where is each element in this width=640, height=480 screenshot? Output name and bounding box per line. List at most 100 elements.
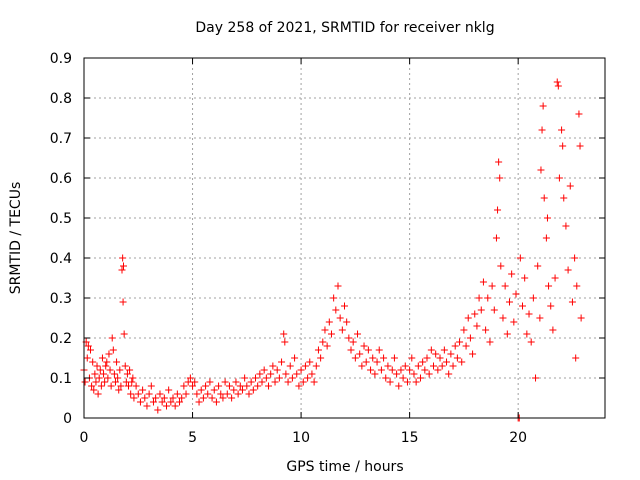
data-point bbox=[113, 358, 121, 366]
data-point bbox=[576, 142, 584, 150]
data-point bbox=[395, 382, 403, 390]
data-point bbox=[134, 390, 142, 398]
data-point bbox=[143, 402, 151, 410]
data-point bbox=[92, 378, 100, 386]
data-point bbox=[98, 354, 106, 362]
data-point bbox=[195, 398, 203, 406]
data-point bbox=[105, 350, 113, 358]
data-point bbox=[332, 306, 340, 314]
plot-frame bbox=[83, 57, 606, 419]
data-point bbox=[386, 378, 394, 386]
y-tick-label: 0.8 bbox=[50, 91, 72, 107]
data-point bbox=[238, 386, 246, 394]
data-point bbox=[184, 378, 192, 386]
data-point bbox=[178, 394, 186, 402]
data-point bbox=[234, 390, 242, 398]
data-point bbox=[301, 362, 309, 370]
data-point bbox=[519, 302, 527, 310]
data-point bbox=[360, 342, 368, 350]
data-point bbox=[136, 398, 144, 406]
data-point bbox=[141, 394, 149, 402]
data-point bbox=[547, 302, 555, 310]
data-point bbox=[453, 354, 461, 362]
data-point bbox=[118, 266, 126, 274]
data-point bbox=[152, 394, 160, 402]
data-point bbox=[101, 378, 109, 386]
data-point bbox=[380, 354, 388, 362]
data-point bbox=[545, 282, 553, 290]
data-point bbox=[336, 314, 344, 322]
data-point bbox=[109, 346, 117, 354]
data-point bbox=[286, 362, 294, 370]
x-tick-label: 20 bbox=[509, 430, 527, 446]
data-point bbox=[100, 370, 108, 378]
data-point bbox=[343, 318, 351, 326]
data-point bbox=[245, 390, 253, 398]
data-point bbox=[423, 354, 431, 362]
data-point bbox=[267, 370, 275, 378]
data-point bbox=[559, 142, 567, 150]
data-point bbox=[243, 382, 251, 390]
data-point bbox=[521, 274, 529, 282]
data-point bbox=[334, 282, 342, 290]
data-point bbox=[505, 298, 513, 306]
data-point bbox=[473, 322, 481, 330]
data-point bbox=[554, 82, 562, 90]
data-point bbox=[447, 350, 455, 358]
data-point bbox=[110, 370, 118, 378]
data-point bbox=[87, 346, 95, 354]
data-point bbox=[427, 346, 435, 354]
data-point bbox=[469, 350, 477, 358]
data-point bbox=[132, 382, 140, 390]
x-tick-label: 15 bbox=[401, 430, 419, 446]
data-point bbox=[197, 386, 205, 394]
data-point bbox=[160, 394, 168, 402]
data-point bbox=[399, 374, 407, 382]
data-point bbox=[479, 278, 487, 286]
data-point bbox=[171, 402, 179, 410]
data-point bbox=[271, 378, 279, 386]
data-point bbox=[319, 338, 327, 346]
data-point bbox=[304, 374, 312, 382]
y-tick-label: 0.4 bbox=[50, 251, 72, 267]
x-axis-title: GPS time / hours bbox=[286, 459, 403, 475]
data-point bbox=[94, 390, 102, 398]
data-point bbox=[529, 294, 537, 302]
data-point bbox=[145, 390, 153, 398]
data-point bbox=[408, 354, 416, 362]
y-tick-label: 0.7 bbox=[50, 131, 72, 147]
data-point bbox=[369, 354, 377, 362]
data-point bbox=[525, 310, 533, 318]
data-point bbox=[371, 370, 379, 378]
data-point bbox=[555, 174, 563, 182]
data-point bbox=[119, 298, 127, 306]
y-tick-label: 0.1 bbox=[50, 371, 72, 387]
data-point bbox=[308, 370, 316, 378]
data-point bbox=[120, 262, 128, 270]
data-point bbox=[167, 398, 175, 406]
data-point bbox=[475, 294, 483, 302]
data-point bbox=[560, 194, 568, 202]
data-point bbox=[573, 282, 581, 290]
data-point bbox=[523, 330, 531, 338]
data-point bbox=[419, 358, 427, 366]
data-point bbox=[536, 314, 544, 322]
data-point bbox=[126, 366, 134, 374]
data-point bbox=[215, 382, 223, 390]
data-point bbox=[254, 382, 262, 390]
data-point bbox=[95, 374, 103, 382]
data-point bbox=[325, 318, 333, 326]
data-point bbox=[83, 354, 91, 362]
data-point bbox=[312, 362, 320, 370]
data-point bbox=[103, 358, 111, 366]
data-point bbox=[129, 374, 137, 382]
data-point bbox=[260, 366, 268, 374]
data-point bbox=[90, 386, 98, 394]
data-point bbox=[210, 386, 218, 394]
data-point bbox=[128, 378, 136, 386]
y-tick-label: 0.9 bbox=[50, 51, 72, 67]
data-point bbox=[230, 386, 238, 394]
y-tick-label: 0 bbox=[63, 411, 72, 427]
data-point bbox=[558, 126, 566, 134]
data-point bbox=[430, 362, 438, 370]
